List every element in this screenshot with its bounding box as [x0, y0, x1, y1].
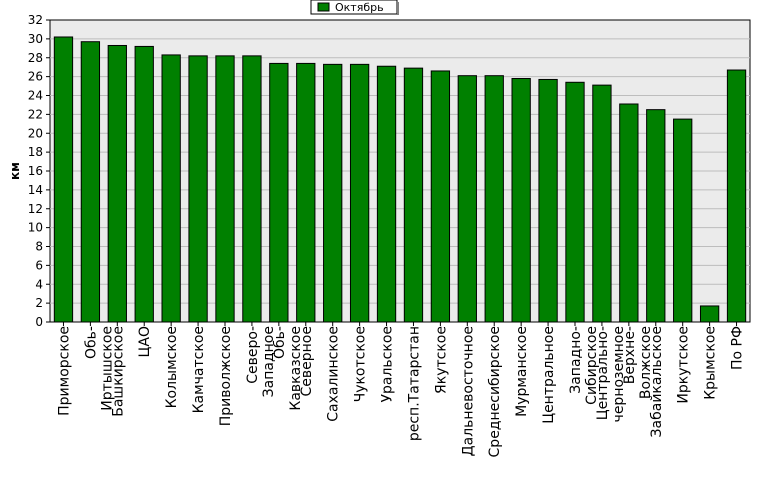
x-tick-label: Мурманское	[514, 326, 530, 417]
bar	[457, 75, 477, 323]
x-tick-label: Обь-	[272, 326, 288, 359]
x-tick-label: ЦАО	[137, 326, 153, 357]
bar	[565, 81, 585, 323]
y-axis-label: км	[8, 162, 22, 180]
x-tick-label: Волжское	[638, 326, 654, 399]
x-tick-label: черноземное	[611, 326, 627, 422]
bar	[726, 69, 747, 323]
y-tick-label: 8	[35, 240, 43, 254]
bar	[215, 55, 235, 323]
y-tick-label: 32	[28, 13, 43, 27]
x-tick-label: Дальневосточное	[460, 326, 476, 456]
y-tick-label: 12	[28, 202, 43, 216]
x-tick-label: Приморское	[56, 326, 72, 416]
bar	[430, 70, 451, 323]
bar	[376, 65, 397, 323]
x-tick-label: Центральное	[541, 326, 557, 424]
bar	[80, 41, 101, 323]
x-tick-label: Башкирское	[110, 326, 126, 417]
y-tick-label: 6	[35, 258, 43, 272]
y-tick-label: 18	[28, 145, 43, 159]
x-tick-label: Крымское	[703, 326, 719, 400]
x-tick-label: Уральское	[380, 326, 396, 403]
x-tick-label: респ.Татарстан	[406, 326, 422, 441]
x-tick-label: Чукотское	[353, 326, 369, 402]
x-tick-label: Забайкальское	[649, 326, 665, 437]
bar	[161, 54, 181, 323]
y-tick-label: 26	[28, 70, 43, 84]
y-tick-label: 0	[35, 315, 43, 329]
bar	[296, 62, 316, 323]
x-tick-label: По РФ	[730, 326, 746, 370]
y-tick-label: 20	[28, 126, 43, 140]
x-tick-label: Якутское	[433, 326, 449, 394]
bars	[53, 36, 747, 323]
y-tick-label: 30	[28, 32, 43, 46]
bar	[107, 44, 127, 323]
bar	[484, 75, 504, 323]
x-tick-label: Верхне-	[622, 326, 638, 384]
bar	[349, 63, 370, 323]
bar	[403, 67, 424, 323]
bar	[53, 36, 74, 323]
x-tick-label: Обь-	[83, 326, 99, 359]
y-tick-label: 14	[28, 183, 43, 197]
y-tick-label: 22	[28, 107, 43, 121]
y-tick-label: 16	[28, 164, 43, 178]
x-tick-label: Кавказское	[288, 326, 304, 411]
bar	[619, 103, 639, 323]
x-tick-label: Приволжское	[218, 326, 234, 426]
y-tick-label: 2	[35, 296, 43, 310]
legend-label: Октябрь	[335, 1, 384, 14]
legend-shadow-r	[397, 2, 399, 15]
x-tick-label: Среднесибирское	[487, 326, 503, 457]
bar	[188, 55, 208, 323]
legend: Октябрь	[310, 0, 399, 15]
bar	[592, 84, 612, 323]
x-tick-label: Сахалинское	[326, 326, 342, 422]
x-tick-label: Северо-	[245, 326, 261, 384]
bar	[323, 63, 343, 323]
legend-swatch	[317, 2, 330, 12]
bar	[134, 45, 154, 323]
y-tick-label: 24	[28, 89, 43, 103]
x-tick-label: Центрально-	[595, 326, 611, 420]
x-tick-label: Иртышское	[99, 326, 115, 411]
y-tick-label: 28	[28, 51, 43, 65]
x-tick-label: Западное	[261, 326, 277, 397]
x-tick-label: Западно-	[568, 326, 584, 394]
bar	[699, 305, 720, 323]
y-tick-label: 4	[35, 277, 43, 291]
bar	[538, 78, 558, 323]
bar	[242, 55, 262, 323]
bar	[646, 109, 666, 323]
x-tick-label: Колымское	[164, 326, 180, 408]
y-tick-label: 10	[28, 221, 43, 235]
x-tick-label: Камчатское	[191, 326, 207, 413]
x-tick-label: Сибирское	[584, 326, 600, 405]
legend-shadow-b	[313, 14, 399, 15]
bar	[511, 78, 531, 323]
x-tick-label: Иркутское	[676, 326, 692, 404]
bar	[673, 118, 693, 323]
bar	[269, 62, 289, 323]
x-tick-label: Северное	[299, 326, 315, 396]
